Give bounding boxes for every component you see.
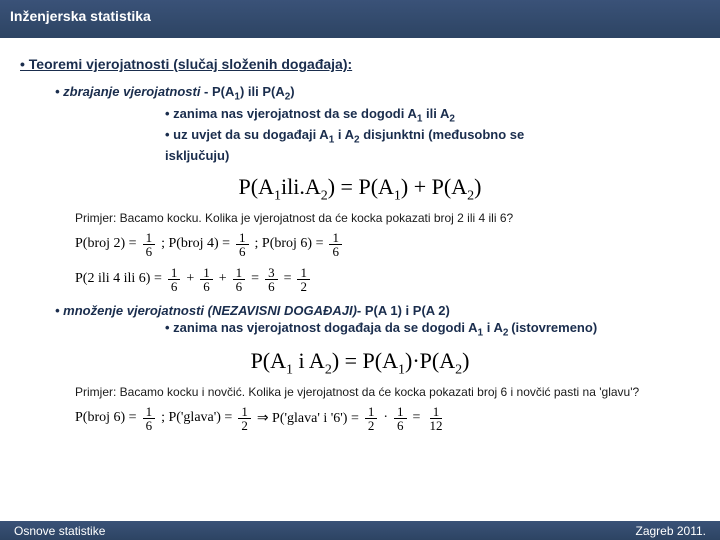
footer-left: Osnove statistike [14,524,105,538]
addition-calc-2: P(2 ili 4 ili 6) = 16 + 16 + 16 = 36 = 1… [75,266,700,293]
slide-footer: Osnove statistike Zagreb 2011. [0,521,720,540]
multiplication-desc: • zanima nas vjerojatnost događaja da se… [165,320,700,339]
multiplication-title: • množenje vjerojatnosti (NEZAVISNI DOGA… [55,303,700,318]
slide-content: • Teoremi vjerojatnosti (slučaj složenih… [0,38,720,432]
addition-section: • zbrajanje vjerojatnosti - P(A1) ili P(… [55,84,700,164]
addition-example: Primjer: Bacamo kocku. Kolika je vjeroja… [75,211,700,225]
addition-calc-1: P(broj 2) = 16 ; P(broj 4) = 16 ; P(broj… [75,231,700,258]
addition-formula: P(A1ili.A2) = P(A1) + P(A2) [20,174,700,204]
multiplication-calc: P(broj 6) = 16 ; P('glava') = 12 ⇒ P('gl… [75,405,700,432]
header-title: Inženjerska statistika [10,8,151,24]
multiplication-formula: P(A1 i A2) = P(A1)·P(A2) [20,348,700,378]
multiplication-section: • množenje vjerojatnosti (NEZAVISNI DOGA… [20,303,700,339]
main-heading: • Teoremi vjerojatnosti (slučaj složenih… [20,56,700,72]
addition-title: • zbrajanje vjerojatnosti - P(A1) ili P(… [55,84,700,103]
addition-desc: • zanima nas vjerojatnost da se dogodi A… [165,105,700,165]
footer-right: Zagreb 2011. [636,524,707,538]
slide-header: Inženjerska statistika [0,0,720,38]
multiplication-example: Primjer: Bacamo kocku i novčić. Kolika j… [75,385,700,399]
